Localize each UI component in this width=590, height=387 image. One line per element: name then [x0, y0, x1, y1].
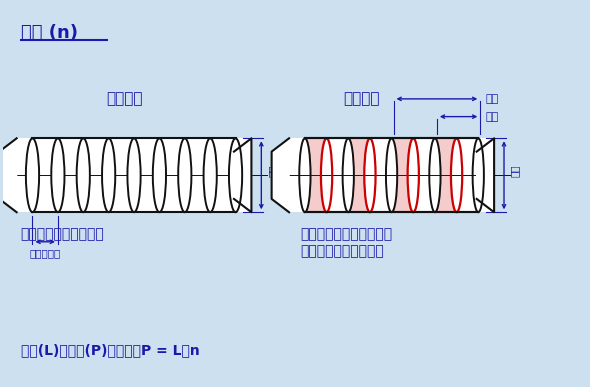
Polygon shape	[305, 138, 327, 212]
Polygon shape	[392, 138, 413, 212]
Ellipse shape	[153, 138, 166, 212]
Ellipse shape	[204, 138, 217, 212]
Text: 外径: 外径	[267, 164, 277, 176]
Bar	[289, 138, 494, 212]
Polygon shape	[0, 138, 17, 212]
Polygon shape	[435, 138, 457, 212]
Ellipse shape	[51, 138, 64, 212]
Polygon shape	[234, 138, 251, 212]
Ellipse shape	[127, 138, 140, 212]
Ellipse shape	[178, 138, 191, 212]
Text: 导程: 导程	[485, 94, 499, 104]
Polygon shape	[271, 138, 289, 212]
Text: 沿两条以上、在轴向等距
分布的螺旋线形成螺纹: 沿两条以上、在轴向等距 分布的螺旋线形成螺纹	[300, 228, 392, 258]
Ellipse shape	[26, 138, 39, 212]
Ellipse shape	[77, 138, 90, 212]
Polygon shape	[477, 138, 494, 212]
Ellipse shape	[102, 138, 115, 212]
Text: 外径: 外径	[510, 164, 520, 176]
Bar	[17, 138, 251, 212]
Text: 线数 (n): 线数 (n)	[21, 24, 78, 43]
Text: 多线螺纹: 多线螺纹	[343, 91, 380, 106]
Text: 沿一条螺旋线形成螺纹: 沿一条螺旋线形成螺纹	[21, 228, 104, 241]
Text: 导程(L)与螺距(P)的关系：P = L／n: 导程(L)与螺距(P)的关系：P = L／n	[21, 343, 199, 357]
Text: 螺距＝导程: 螺距＝导程	[30, 248, 61, 258]
Text: 单线螺纹: 单线螺纹	[106, 91, 142, 106]
Polygon shape	[348, 138, 370, 212]
Ellipse shape	[229, 138, 242, 212]
Text: 螺距: 螺距	[485, 111, 499, 122]
